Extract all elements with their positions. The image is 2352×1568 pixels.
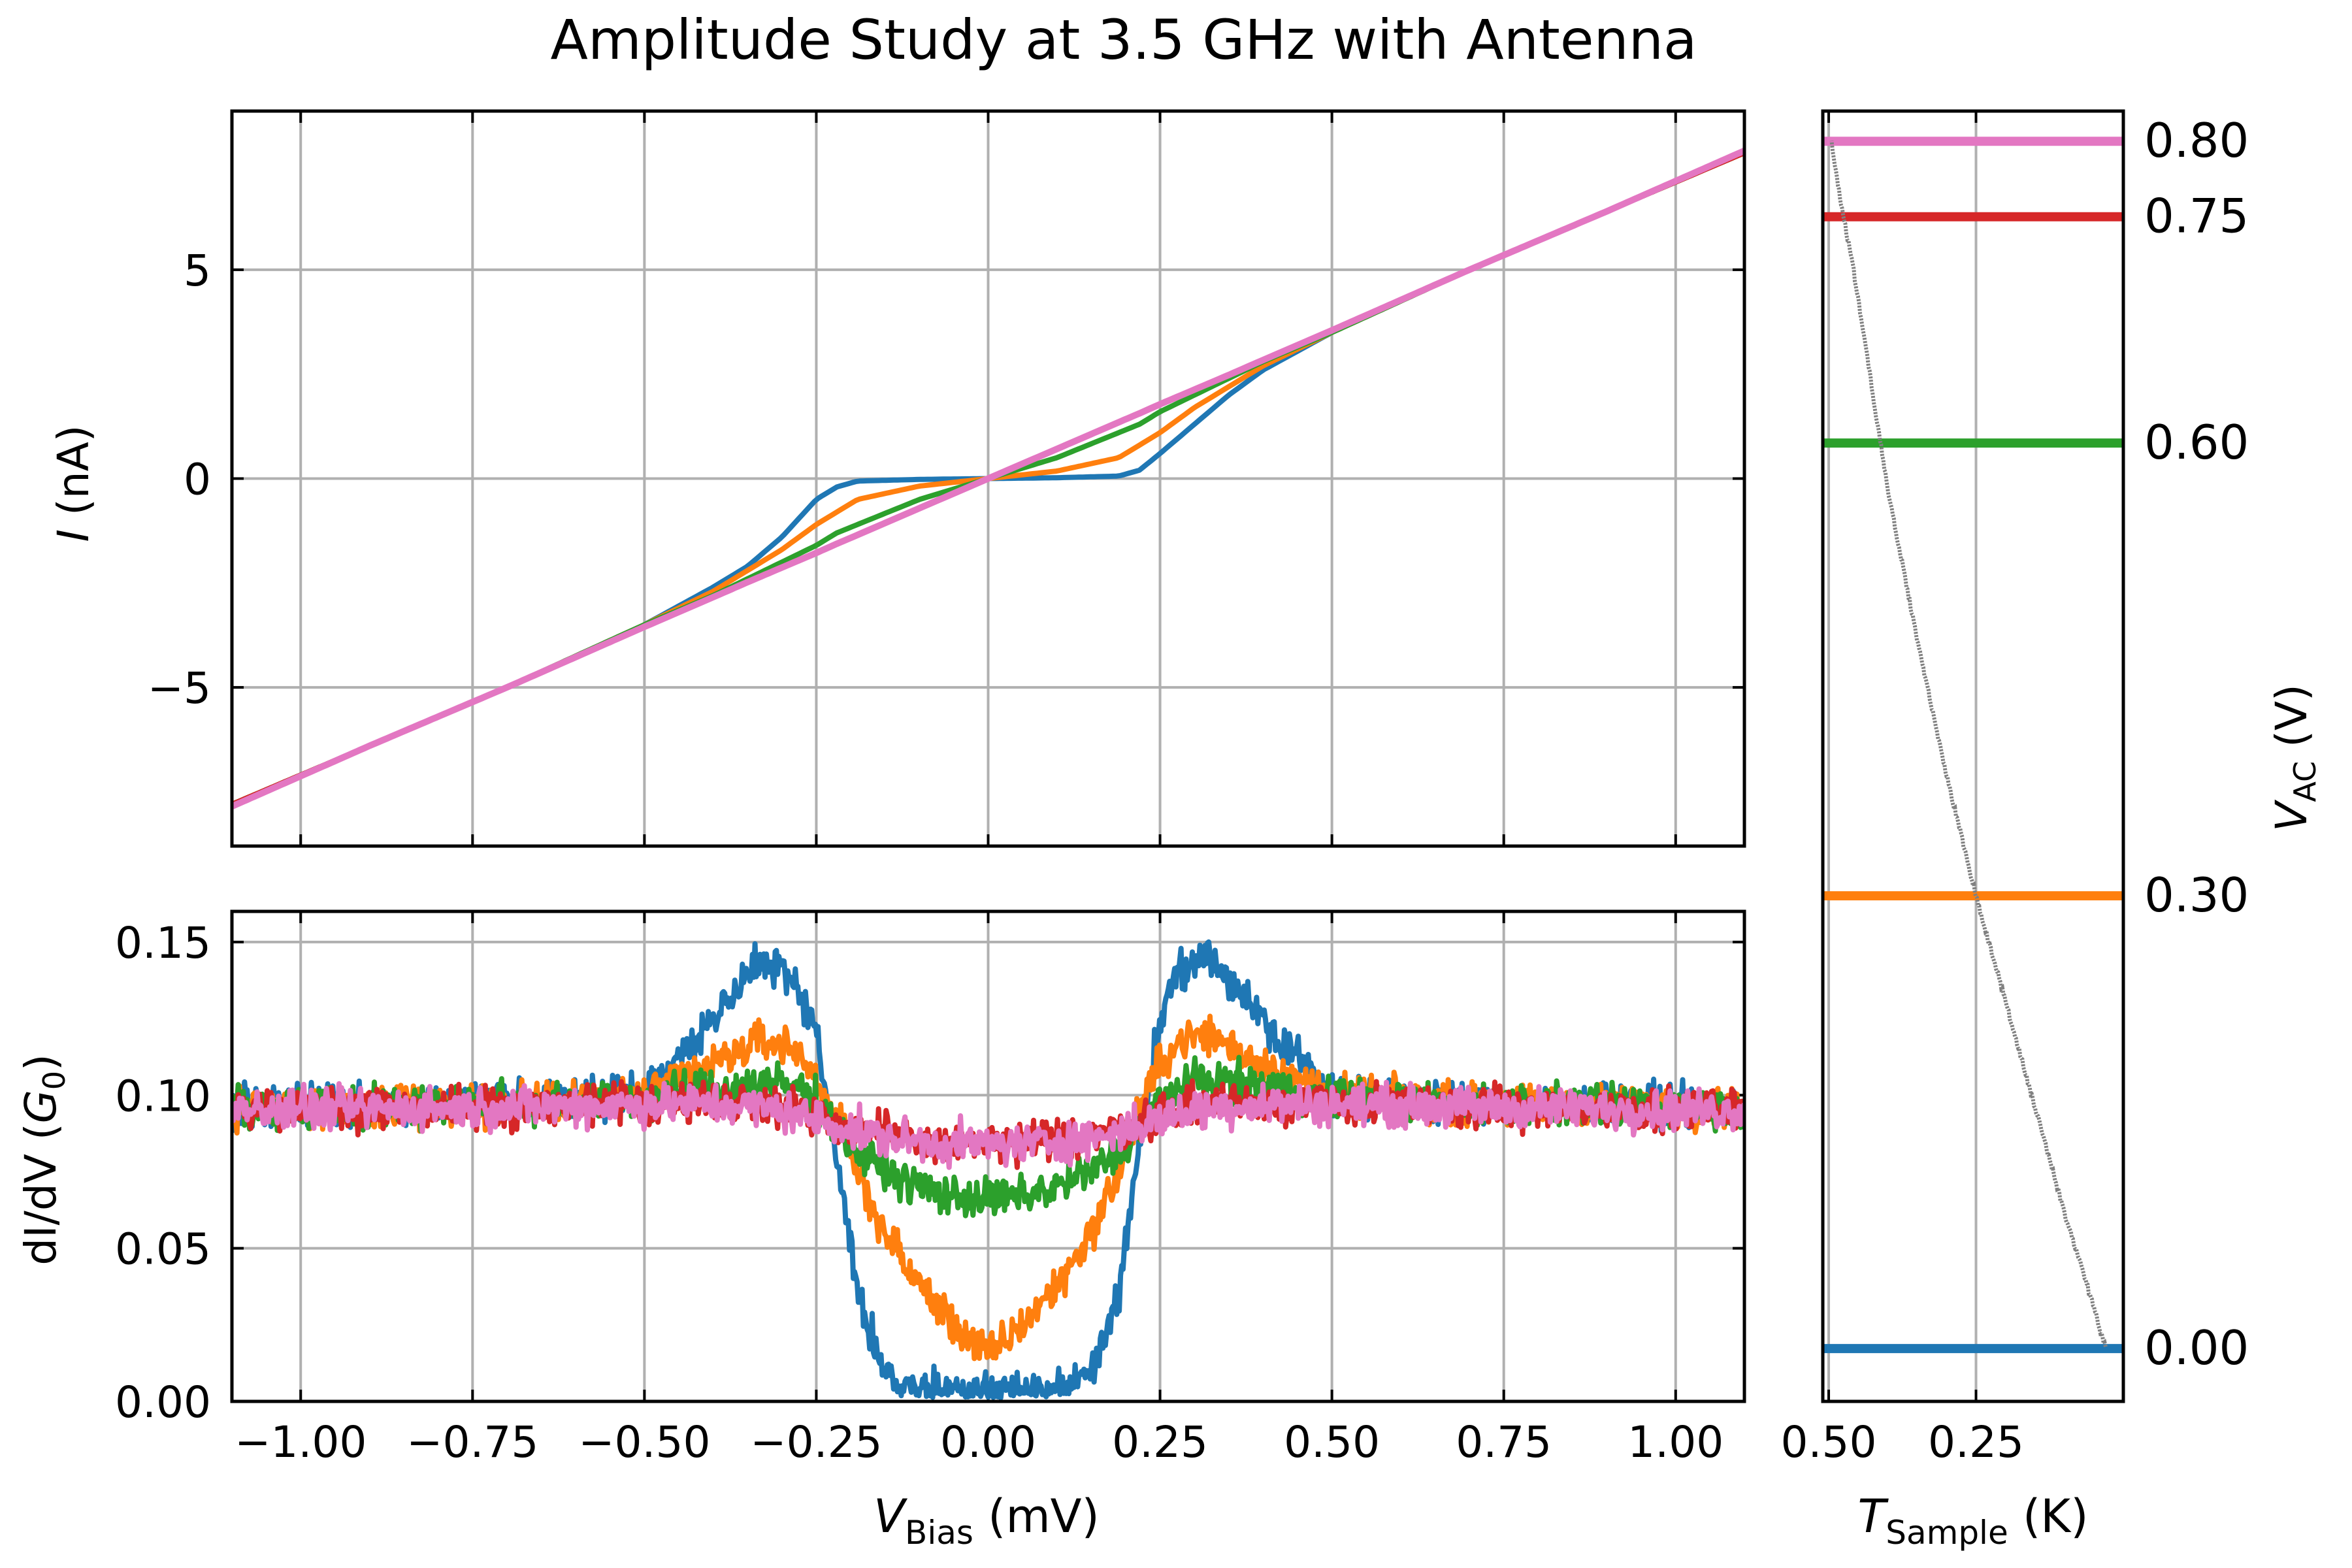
didv-xlabel-symbol: V: [874, 1490, 907, 1543]
iv-panel: −5 0 5: [148, 109, 1746, 848]
temp-ytick-label-3: 0.75: [2144, 189, 2249, 244]
temp-ylabel: VAC (V): [2266, 684, 2323, 832]
didv-xtick-label-3: −0.25: [750, 1417, 882, 1467]
temp-xlabel-sub: Sample: [1886, 1514, 2008, 1552]
didv-frame: [230, 909, 1746, 1403]
temp-ylabel-symbol: V: [2266, 800, 2317, 832]
didv-xtick-label-8: 1.00: [1627, 1417, 1723, 1467]
didv-xtick-label-0: −1.00: [235, 1417, 367, 1467]
temp-ytick-label-4: 0.80: [2144, 113, 2249, 168]
didv-xtick-label-1: −0.75: [406, 1417, 538, 1467]
didv-ylabel: dI/dV (G0): [16, 1054, 72, 1266]
iv-ytick-label-1: 0: [184, 455, 211, 505]
iv-ylabel-unit: (nA): [48, 425, 99, 515]
didv-series-line-4: [232, 1079, 1744, 1170]
iv-ylabel-symbol: I: [48, 529, 99, 542]
didv-ytick-label-1: 0.05: [115, 1224, 211, 1275]
didv-xlabel-unit: (mV): [988, 1490, 1100, 1543]
didv-ytick-label-3: 0.15: [115, 918, 211, 968]
didv-xtick-label-4: 0.00: [940, 1417, 1036, 1467]
didv-panel: 0.00 0.05 0.10 0.15 −1.00 −0.75 −0.50 −0.25 0.00…: [115, 909, 1746, 1467]
iv-ytick-label-2: 5: [184, 246, 211, 296]
temp-xtick-label-1: 0.25: [1928, 1417, 2024, 1467]
didv-xtick-label-2: −0.50: [578, 1417, 710, 1467]
chart-title: Amplitude Study at 3.5 GHz with Antenna: [550, 8, 1697, 72]
temp-curve: [1829, 140, 2108, 1347]
didv-ylabel-text: dI/dV: [16, 1154, 66, 1266]
temp-ytick-label-1: 0.30: [2144, 868, 2249, 923]
temp-xtick-label-0: 0.50: [1781, 1417, 1877, 1467]
iv-ylabel: I (nA): [48, 425, 99, 542]
temp-xlabel: TSample (K): [1857, 1490, 2088, 1552]
temp-ytick-label-0: 0.00: [2144, 1320, 2249, 1375]
didv-xtick-label-5: 0.25: [1112, 1417, 1208, 1467]
temp-xlabel-unit: (K): [2023, 1490, 2089, 1543]
didv-ylabel-unit-sub: 0: [37, 1071, 72, 1090]
temp-frame: [1821, 109, 2125, 1403]
didv-ytick-label-0: 0.00: [115, 1377, 211, 1428]
iv-ytick-label-0: −5: [148, 663, 211, 713]
temp-ytick-label-2: 0.60: [2144, 415, 2249, 470]
didv-xtick-label-6: 0.50: [1284, 1417, 1380, 1467]
iv-series-line-4: [232, 148, 1744, 809]
didv-xlabel-sub: Bias: [905, 1514, 973, 1552]
didv-ylabel-unit-symbol: G: [16, 1090, 66, 1123]
didv-xtick-label-7: 0.75: [1456, 1417, 1552, 1467]
temp-ylabel-unit: (V): [2266, 684, 2317, 747]
temp-ylabel-sub: AC: [2287, 761, 2323, 802]
didv-xlabel: VBias (mV): [874, 1490, 1100, 1552]
didv-ytick-label-2: 0.10: [115, 1071, 211, 1121]
temperature-panel: 0.50 0.25 0.00 0.30 0.60 0.75 0.80: [1781, 109, 2249, 1467]
temp-xlabel-symbol: T: [1857, 1490, 1889, 1543]
iv-frame: [230, 109, 1746, 848]
